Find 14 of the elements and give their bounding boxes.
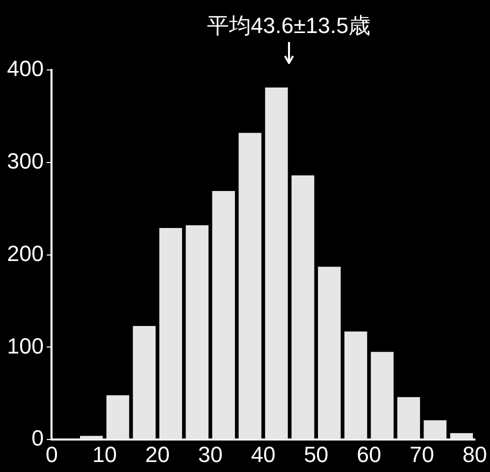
y-tick-label: 300 xyxy=(6,148,44,174)
x-tick-label: 80 xyxy=(462,442,488,467)
y-tick-label: 200 xyxy=(6,240,44,266)
y-tick-label: 100 xyxy=(6,333,44,358)
x-tick-label: 70 xyxy=(410,442,434,467)
x-tick-label: 20 xyxy=(145,442,170,467)
text: 平均43.6±13.5歳 xyxy=(206,13,370,38)
x-tick-label: 30 xyxy=(198,442,223,467)
x-tick-label: 60 xyxy=(356,442,382,467)
x-tick-label: 50 xyxy=(304,442,328,467)
y-tick-label: 0 xyxy=(31,426,44,451)
x-tick-label: 10 xyxy=(92,442,117,467)
x-tick-label: 40 xyxy=(250,442,276,467)
y-tick-label: 400 xyxy=(6,56,44,82)
